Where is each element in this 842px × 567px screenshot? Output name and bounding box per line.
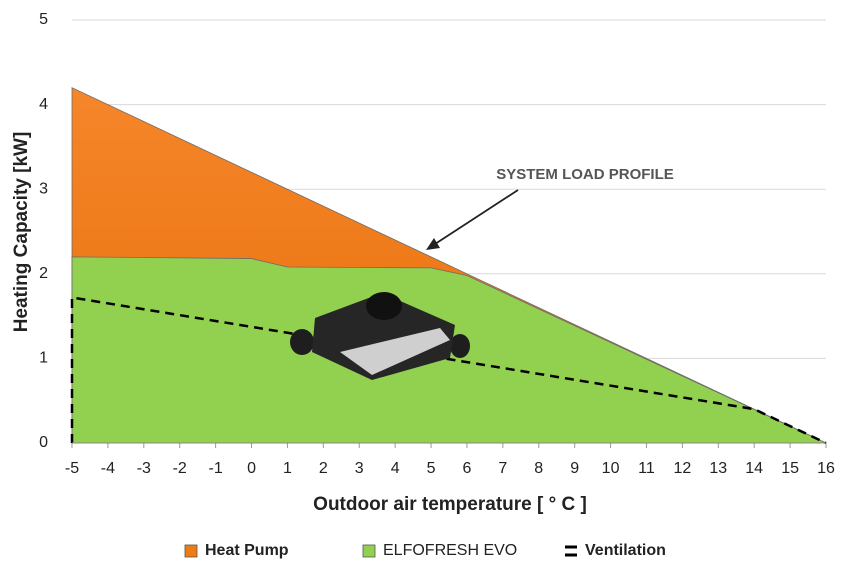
legend-label: Ventilation	[585, 542, 666, 559]
legend-swatch	[362, 544, 376, 558]
y-tick-label: 3	[39, 180, 48, 197]
x-axis-label: Outdoor air temperature [ ° C ]	[313, 494, 587, 515]
x-tick-label: 11	[638, 460, 655, 477]
x-tick-label: 14	[745, 460, 763, 477]
x-tick-label: 9	[570, 460, 579, 477]
annotation: SYSTEM LOAD PROFILE	[496, 166, 674, 183]
y-tick-label: 4	[39, 96, 48, 113]
x-tick-label: 10	[602, 460, 620, 477]
x-tick-label: -4	[101, 460, 115, 477]
y-tick-label: 2	[39, 265, 48, 282]
y-tick-label: 5	[39, 11, 48, 28]
legend-label: Heat Pump	[205, 542, 289, 559]
product-image	[290, 292, 470, 380]
x-tick-label: 3	[355, 460, 364, 477]
legend-swatch	[184, 544, 198, 558]
x-tick-label: 13	[709, 460, 727, 477]
x-tick-label: 7	[498, 460, 507, 477]
x-tick-label: 2	[319, 460, 328, 477]
x-tick-label: 1	[283, 460, 292, 477]
x-tick-label: 5	[427, 460, 436, 477]
line	[70, 296, 827, 445]
x-tick-label: -1	[209, 460, 223, 477]
x-tick-label: 6	[462, 460, 471, 477]
y-tick-label: 1	[39, 350, 48, 367]
x-tick-label: 12	[673, 460, 691, 477]
plot	[70, 87, 827, 445]
y-axis-label: Heating Capacity [kW]	[11, 132, 32, 333]
x-tick-label: -5	[65, 460, 79, 477]
legend-label: ELFOFRESH EVO	[383, 542, 517, 559]
x-tick-label: 15	[781, 460, 799, 477]
x-tick-label: 16	[817, 460, 835, 477]
x-tick-label: 4	[391, 460, 400, 477]
x-tick-label: -2	[173, 460, 187, 477]
x-tick-label: 8	[534, 460, 543, 477]
annotation-arrow	[431, 189, 519, 247]
x-tick-label: 0	[247, 460, 256, 477]
legend: Heat Pump ELFOFRESH EVO Ventilation	[184, 542, 666, 559]
y-tick-label: 0	[39, 434, 48, 451]
x-tick-label: -3	[137, 460, 151, 477]
arrowhead	[426, 238, 440, 250]
